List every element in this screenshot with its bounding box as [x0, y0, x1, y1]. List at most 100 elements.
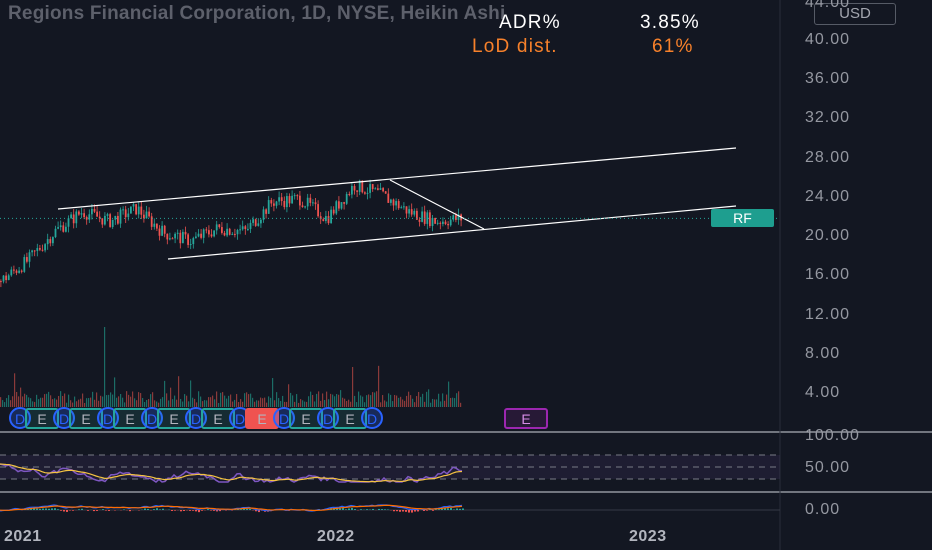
volume-bar: [444, 400, 446, 407]
earnings-marker: [69, 408, 103, 429]
volume-bar: [222, 392, 224, 407]
candle-body: [345, 193, 348, 204]
macd-histogram-bar: [462, 508, 464, 510]
volume-bar: [284, 401, 286, 407]
volume-bar: [256, 400, 258, 407]
volume-bar: [364, 402, 366, 407]
macd-histogram-bar: [51, 508, 53, 510]
macd-histogram-bar: [342, 507, 344, 510]
macd-histogram-bar: [258, 510, 260, 513]
volume-bar: [230, 394, 232, 407]
volume-bar: [84, 402, 86, 407]
upcoming-earnings-label: E: [521, 411, 530, 427]
volume-bar: [32, 401, 34, 407]
volume-bar: [138, 392, 140, 407]
candle-body: [54, 228, 57, 238]
macd-histogram-bar: [336, 508, 338, 510]
lod-dist-value: 61%: [652, 36, 694, 57]
volume-bar: [200, 396, 202, 407]
candle-body: [143, 214, 145, 219]
macd-histogram-bar: [387, 509, 389, 510]
volume-bar: [70, 400, 72, 407]
candle-body: [93, 208, 96, 212]
candle-body: [286, 196, 288, 208]
macd-histogram-bar: [441, 508, 443, 510]
volume-bar: [152, 392, 154, 407]
volume-bar: [238, 402, 240, 407]
candle-body: [135, 204, 137, 215]
macd-histogram-bar: [456, 508, 458, 510]
volume-bar: [348, 399, 350, 407]
candle-body: [156, 223, 158, 229]
volume-bar: [18, 396, 20, 407]
candle-body: [377, 188, 379, 190]
volume-bar: [44, 394, 46, 407]
macd-histogram-bar: [216, 510, 218, 512]
volume-bar: [344, 398, 346, 407]
candle-body: [210, 234, 213, 237]
volume-bar: [192, 397, 194, 407]
candle-body: [62, 225, 65, 232]
volume-bar: [78, 399, 80, 407]
candle-body: [254, 219, 257, 226]
volume-bar: [274, 400, 276, 407]
volume-bar: [324, 400, 326, 407]
volume-bar: [88, 398, 90, 407]
candle-body: [72, 214, 75, 224]
macd-histogram-bar: [162, 508, 164, 510]
volume-bar: [140, 393, 142, 407]
candle-body: [426, 212, 429, 224]
volume-bar: [402, 399, 404, 407]
earnings-marker-label: E: [213, 411, 222, 427]
volume-bar: [356, 402, 358, 407]
macd-histogram-bar: [153, 509, 155, 510]
price-tick: 36.00: [805, 70, 851, 87]
volume-bar: [50, 395, 52, 407]
candle-body: [176, 232, 179, 234]
macd-histogram-bar: [72, 510, 74, 511]
candle-body: [10, 269, 13, 276]
volume-bar: [8, 395, 10, 407]
candle-body: [234, 233, 236, 235]
rsi-tick: 100.00: [805, 427, 860, 444]
volume-bar: [422, 393, 424, 407]
currency-button[interactable]: USD: [814, 3, 896, 25]
time-tick: 2021: [4, 528, 42, 545]
volume-bar: [60, 391, 62, 407]
earnings-marker-label: E: [257, 411, 266, 427]
candle-body: [397, 201, 400, 209]
price-tick: 20.00: [805, 227, 851, 244]
candle-body: [395, 201, 397, 206]
candle-body: [449, 219, 452, 226]
candle-body: [299, 195, 301, 206]
candle-body: [257, 223, 260, 226]
volume-bar: [206, 400, 208, 407]
volume-bar: [354, 395, 356, 407]
volume-bar: [68, 394, 70, 407]
volume-bar: [346, 401, 348, 407]
candle-body: [36, 248, 39, 251]
adr-label: ADR%: [499, 12, 561, 33]
volume-bar: [336, 393, 338, 407]
price-tick: 16.00: [805, 266, 851, 283]
volume-bar: [456, 393, 458, 407]
candle-body: [249, 222, 252, 229]
volume-bar: [414, 402, 416, 407]
candle-body: [106, 214, 109, 216]
candle-body: [83, 213, 85, 218]
macd-histogram-bar: [378, 508, 380, 510]
volume-bar: [302, 400, 304, 407]
candle-body: [124, 209, 127, 218]
macd-histogram-bar: [192, 510, 194, 511]
volume-bar: [66, 402, 68, 407]
macd-histogram-bar: [189, 510, 191, 511]
volume-bar: [424, 401, 426, 407]
candle-body: [431, 217, 434, 227]
candle-body: [301, 205, 304, 208]
candle-body: [293, 195, 296, 197]
upcoming-earnings-marker: [504, 408, 548, 429]
volume-bar: [434, 399, 436, 407]
channel-lower-line: [167, 205, 737, 260]
volume-bar: [254, 401, 256, 407]
